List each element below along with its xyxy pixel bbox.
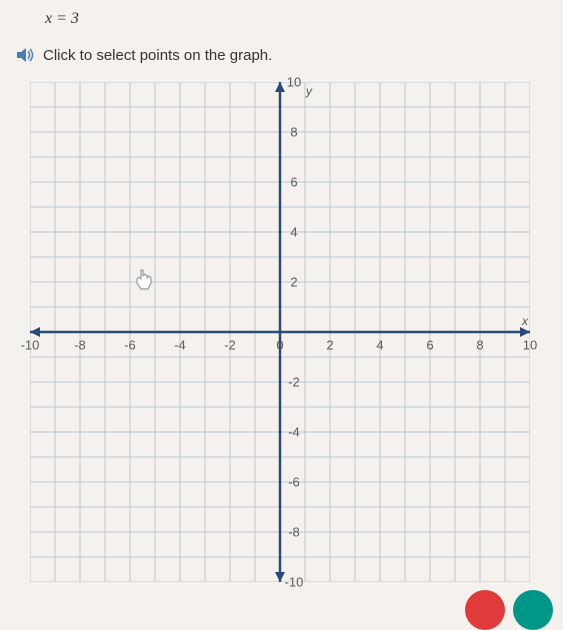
x-tick-label: -6 [124, 338, 136, 353]
bottom-action-buttons [465, 590, 553, 630]
x-tick-label: 6 [426, 338, 433, 353]
instruction-text: Click to select points on the graph. [43, 47, 272, 64]
x-tick-label: 10 [523, 338, 537, 353]
x-tick-label: 8 [476, 338, 483, 353]
y-tick-label: -6 [288, 475, 300, 490]
audio-icon[interactable] [15, 46, 35, 64]
y-axis-label: y [306, 84, 312, 98]
action-circle-red[interactable] [465, 590, 505, 630]
y-tick-label: -2 [288, 375, 300, 390]
x-tick-label: 2 [326, 338, 333, 353]
y-tick-label: 8 [290, 125, 297, 140]
equation-text: x = 3 [15, 10, 563, 28]
x-axis-label: x [522, 314, 528, 328]
y-tick-label: -10 [285, 575, 304, 590]
instruction-row: Click to select points on the graph. [15, 46, 563, 64]
y-tick-label: 6 [290, 175, 297, 190]
x-tick-label: -8 [74, 338, 86, 353]
y-tick-label: -4 [288, 425, 300, 440]
coordinate-graph[interactable]: -10-8-6-4-20246810246810-2-4-6-8-10yx [30, 82, 530, 582]
x-tick-label: -4 [174, 338, 186, 353]
x-tick-label: -2 [224, 338, 236, 353]
y-tick-label: 10 [287, 75, 301, 90]
y-tick-label: 4 [290, 225, 297, 240]
y-tick-label: 2 [290, 275, 297, 290]
x-tick-label: 4 [376, 338, 383, 353]
grid-svg [30, 82, 530, 582]
x-tick-label: 0 [276, 338, 283, 353]
x-tick-label: -10 [21, 338, 40, 353]
action-circle-teal[interactable] [513, 590, 553, 630]
y-tick-label: -8 [288, 525, 300, 540]
